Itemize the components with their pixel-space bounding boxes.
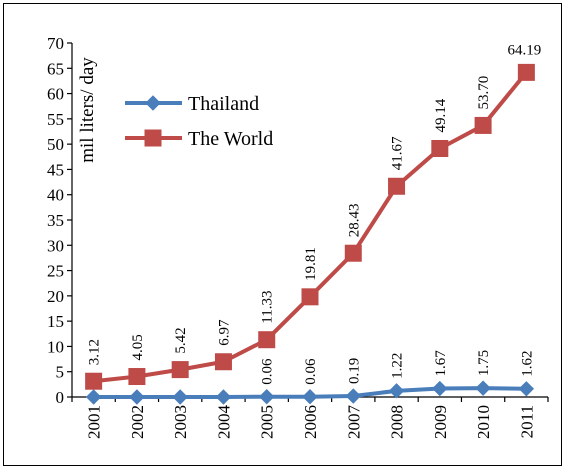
data-point [259, 388, 275, 405]
data-point [214, 353, 232, 371]
legend-item: The World [125, 128, 273, 150]
y-tick-label: 20 [47, 287, 64, 306]
x-tick-label: 2010 [474, 405, 493, 439]
data-point [258, 331, 276, 349]
data-point [215, 389, 232, 405]
data-point [388, 177, 406, 195]
x-tick-label: 2001 [85, 405, 104, 439]
data-point [432, 380, 448, 397]
data-point [518, 381, 535, 397]
series-thailand [85, 380, 535, 405]
x-tick-label: 2008 [388, 405, 407, 439]
x-tick-label: 2011 [517, 405, 536, 438]
data-label: 0.06 [303, 358, 319, 385]
legend-marker [145, 95, 161, 111]
y-tick-label: 40 [47, 186, 64, 205]
legend-item: Thailand [125, 93, 259, 115]
data-label: 28.43 [346, 203, 362, 237]
data-label: 3.12 [87, 339, 103, 365]
y-tick-label: 0 [56, 388, 65, 407]
y-axis: 0 5 10 15 20 25 30 35 40 45 50 55 60 65 70 [47, 34, 73, 407]
data-label: 5.42 [173, 327, 189, 353]
y-tick-label: 45 [47, 160, 64, 179]
data-point [301, 288, 319, 306]
legend-marker [144, 129, 162, 147]
y-tick-label: 50 [47, 135, 64, 154]
data-point [474, 116, 492, 134]
x-tick-label: 2009 [431, 405, 450, 439]
data-label: 0.19 [346, 358, 362, 384]
data-point [388, 383, 405, 399]
data-point [475, 380, 491, 396]
data-label: 6.97 [216, 319, 232, 346]
data-point [171, 361, 189, 379]
data-point [517, 63, 535, 81]
y-tick-label: 15 [47, 312, 64, 331]
x-tick-label: 2005 [258, 405, 277, 439]
data-point [85, 389, 102, 405]
data-label: 1.75 [476, 350, 492, 376]
x-tick-label: 2002 [128, 405, 147, 439]
y-axis-title: mil liters/ day [77, 57, 98, 163]
x-tick-label: 2006 [301, 405, 320, 439]
y-tick-label: 65 [47, 59, 64, 78]
legend: Thailand The World [125, 93, 273, 150]
data-label: 41.67 [390, 136, 406, 170]
data-point [302, 388, 318, 405]
series-layer [85, 63, 535, 405]
data-label: 0.06 [260, 358, 276, 385]
x-tick-label: 2003 [171, 405, 190, 439]
data-point [172, 389, 188, 405]
data-label: 11.33 [260, 290, 276, 323]
data-label: 49.14 [433, 98, 449, 132]
legend-label: Thailand [188, 93, 259, 115]
y-tick-label: 70 [47, 34, 64, 53]
data-label: 1.67 [433, 350, 449, 377]
data-label: 1.62 [519, 351, 535, 377]
y-tick-label: 55 [47, 110, 64, 129]
data-label: 53.70 [476, 76, 492, 110]
data-point [128, 368, 146, 386]
data-point [431, 139, 449, 157]
y-tick-label: 5 [56, 363, 65, 382]
data-labels: 3.12 4.05 5.42 6.97 11.33 19.81 28.43 41.67 49.1… [87, 42, 542, 384]
y-tick-label: 30 [47, 236, 64, 255]
data-label: 4.05 [130, 334, 146, 360]
data-point [344, 244, 362, 262]
series-line [93, 71, 528, 384]
data-point [129, 389, 145, 405]
data-label: 1.22 [390, 353, 406, 379]
legend-label: The World [188, 128, 273, 150]
x-axis: 2001 2002 2003 2004 2005 2006 2007 2008 2009 2010… [71, 396, 549, 440]
x-tick-label: 2004 [214, 405, 233, 440]
y-tick-label: 35 [47, 211, 64, 230]
y-tick-label: 25 [47, 262, 64, 281]
y-tick-label: 60 [47, 85, 64, 104]
data-label: 19.81 [303, 247, 319, 281]
data-point [345, 388, 361, 404]
data-label: 64.19 [507, 42, 541, 58]
data-point [85, 372, 103, 390]
series-the-world [85, 63, 535, 390]
x-tick-label: 2007 [344, 405, 363, 440]
y-tick-label: 10 [47, 337, 64, 356]
